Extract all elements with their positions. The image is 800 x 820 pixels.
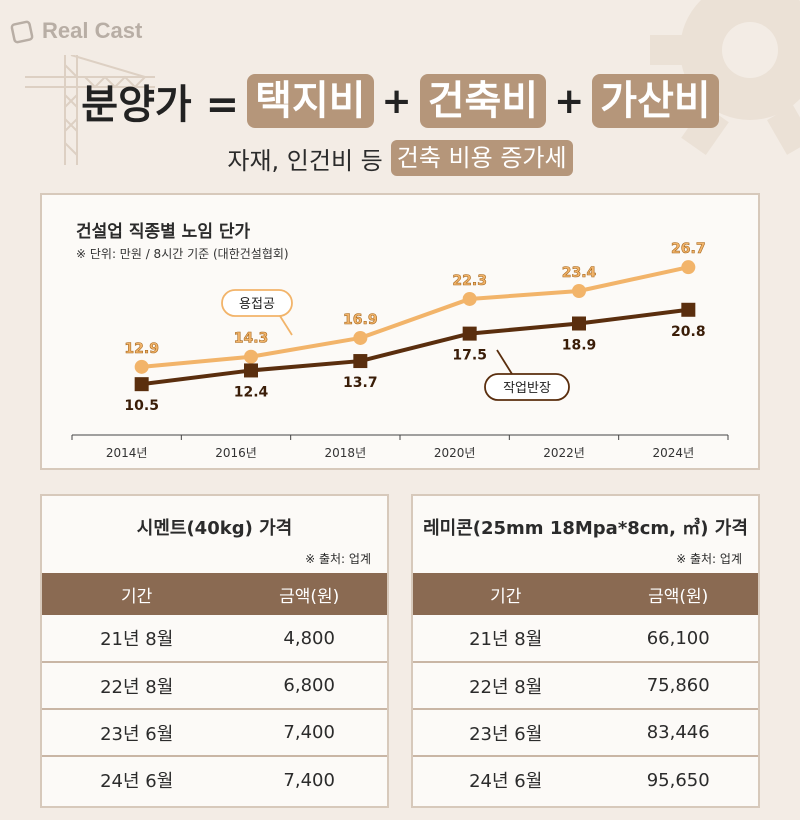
price-cell: 4,800 — [231, 615, 387, 663]
brand-logo: Real Cast — [10, 18, 142, 44]
data-label: 22.3 — [452, 273, 487, 289]
price-cell: 95,650 — [646, 769, 710, 791]
plus-sign: + — [381, 80, 412, 122]
chart-note: ※ 단위: 만원 / 8시간 기준 (대한건설협회) — [76, 247, 289, 261]
data-label: 14.3 — [234, 331, 269, 347]
data-point-circle — [134, 359, 149, 374]
period-cell: 24년 6월 — [469, 771, 543, 792]
data-label: 20.8 — [671, 324, 706, 340]
wage-chart-card: 건설업 직종별 노임 단가 ※ 단위: 만원 / 8시간 기준 (대한건설협회)… — [40, 193, 760, 470]
period-cell: 23년 6월 — [413, 709, 599, 757]
column-header-period: 기간 — [42, 573, 232, 615]
x-tick-label: 2020년 — [434, 446, 476, 460]
x-tick-label: 2018년 — [325, 446, 367, 460]
headline: 분양가 = 택지비 + 건축비 + 가산비 — [0, 72, 800, 130]
data-label: 16.9 — [343, 312, 378, 328]
crane-icon — [25, 55, 155, 165]
data-label: 17.5 — [452, 348, 487, 364]
column-header-price: 금액(원) — [598, 573, 758, 615]
data-label: 18.9 — [562, 338, 597, 354]
data-point-square — [244, 363, 258, 378]
brand-name: Real Cast — [42, 18, 143, 43]
table-row: 23년 6월 7,400 — [42, 709, 387, 757]
data-point-square — [462, 326, 477, 341]
remicon-table-source: ※ 출처: 업계 — [676, 552, 742, 566]
price-cell: 83,446 — [598, 709, 758, 757]
table-row: 23년 6월 83,446 — [413, 709, 758, 757]
table-row: 24년 6월 7,400 — [42, 756, 387, 803]
cement-price-card: 시멘트(40kg) 가격 ※ 출처: 업계 기간 금액(원) 21년 8월 4,8… — [40, 494, 389, 808]
chart-title: 건설업 직종별 노임 단가 — [76, 222, 251, 242]
series-line-welder — [141, 265, 689, 369]
table-row: 22년 8월 6,800 — [42, 662, 387, 710]
series-line-foreman — [141, 307, 689, 387]
headline-lead: 분양가 = — [81, 82, 240, 128]
table-row: 21년 8월 66,100 — [413, 615, 758, 663]
headline-term-additional: 가산비 — [592, 74, 719, 128]
cement-price-table: 기간 금액(원) 21년 8월 4,800 22년 8월 6,800 23년 6월 7… — [42, 573, 387, 803]
data-point-circle — [353, 330, 368, 345]
remicon-price-card: 레미콘(25mm 18Mpa*8cm, ㎥) 가격 ※ 출처: 업계 기간 금액… — [411, 494, 760, 808]
series-callout-welder-pointer — [279, 315, 293, 336]
data-point-circle — [681, 260, 696, 275]
x-tick-label: 2024년 — [653, 446, 695, 460]
series-callout-foreman-pointer — [496, 349, 513, 375]
period-cell: 22년 8월 — [42, 662, 232, 710]
price-cell: 66,100 — [598, 615, 758, 663]
period-cell: 24년 6월 — [100, 771, 174, 792]
price-cell: 75,860 — [598, 662, 758, 710]
table-row: 24년 6월 95,650 — [413, 756, 758, 803]
table-row: 21년 8월 4,800 — [42, 615, 387, 663]
data-point-square — [353, 354, 368, 369]
data-point-circle — [572, 284, 586, 298]
period-cell: 22년 8월 — [413, 662, 599, 710]
data-point-square — [134, 377, 149, 392]
column-header-price: 금액(원) — [231, 573, 387, 615]
x-tick-label: 2016년 — [215, 446, 257, 460]
price-cell: 6,800 — [231, 662, 387, 710]
x-tick-label: 2014년 — [106, 446, 148, 460]
series-callout-foreman-bubble — [484, 373, 570, 401]
remicon-table-title: 레미콘(25mm 18Mpa*8cm, ㎥) 가격 — [423, 518, 748, 539]
data-point-square — [572, 316, 586, 331]
x-tick-label: 2022년 — [543, 446, 585, 460]
headline-term-construction: 건축비 — [419, 74, 547, 128]
data-point-square — [681, 302, 696, 317]
wage-line-chart: 2014년 2016년 2018년 2020년 2022년 2024년 12.9 14.3 16… — [71, 241, 729, 460]
series-callout-foreman-label: 작업반장 — [503, 381, 551, 396]
price-cell: 7,400 — [231, 709, 387, 757]
data-label: 12.9 — [124, 341, 159, 357]
subheadline-text: 자재, 인건비 등 — [227, 146, 383, 175]
data-label: 10.5 — [124, 398, 159, 414]
cement-table-title: 시멘트(40kg) 가격 — [136, 518, 293, 539]
price-cell: 7,400 — [283, 769, 335, 791]
subheadline: 자재, 인건비 등 건축 비용 증가세 — [0, 140, 800, 176]
data-label: 12.4 — [234, 384, 269, 400]
plus-sign: + — [554, 80, 585, 122]
series-callout-welder-bubble — [221, 289, 293, 317]
period-cell: 21년 8월 — [413, 615, 599, 663]
data-label: 26.7 — [671, 241, 706, 257]
period-cell: 21년 8월 — [42, 615, 232, 663]
series-callout-welder-label: 용접공 — [239, 297, 275, 312]
data-label: 13.7 — [343, 375, 378, 391]
logo-icon — [10, 20, 34, 44]
data-point-circle — [462, 291, 477, 306]
column-header-period: 기간 — [413, 573, 599, 615]
table-row: 22년 8월 75,860 — [413, 662, 758, 710]
headline-term-land: 택지비 — [247, 74, 374, 128]
period-cell: 23년 6월 — [42, 709, 232, 757]
subheadline-highlight: 건축 비용 증가세 — [390, 140, 573, 176]
data-point-circle — [244, 349, 258, 364]
cement-table-source: ※ 출처: 업계 — [305, 552, 371, 566]
remicon-price-table: 기간 금액(원) 21년 8월 66,100 22년 8월 75,860 23년 6… — [413, 573, 758, 803]
data-label: 23.4 — [562, 265, 597, 281]
